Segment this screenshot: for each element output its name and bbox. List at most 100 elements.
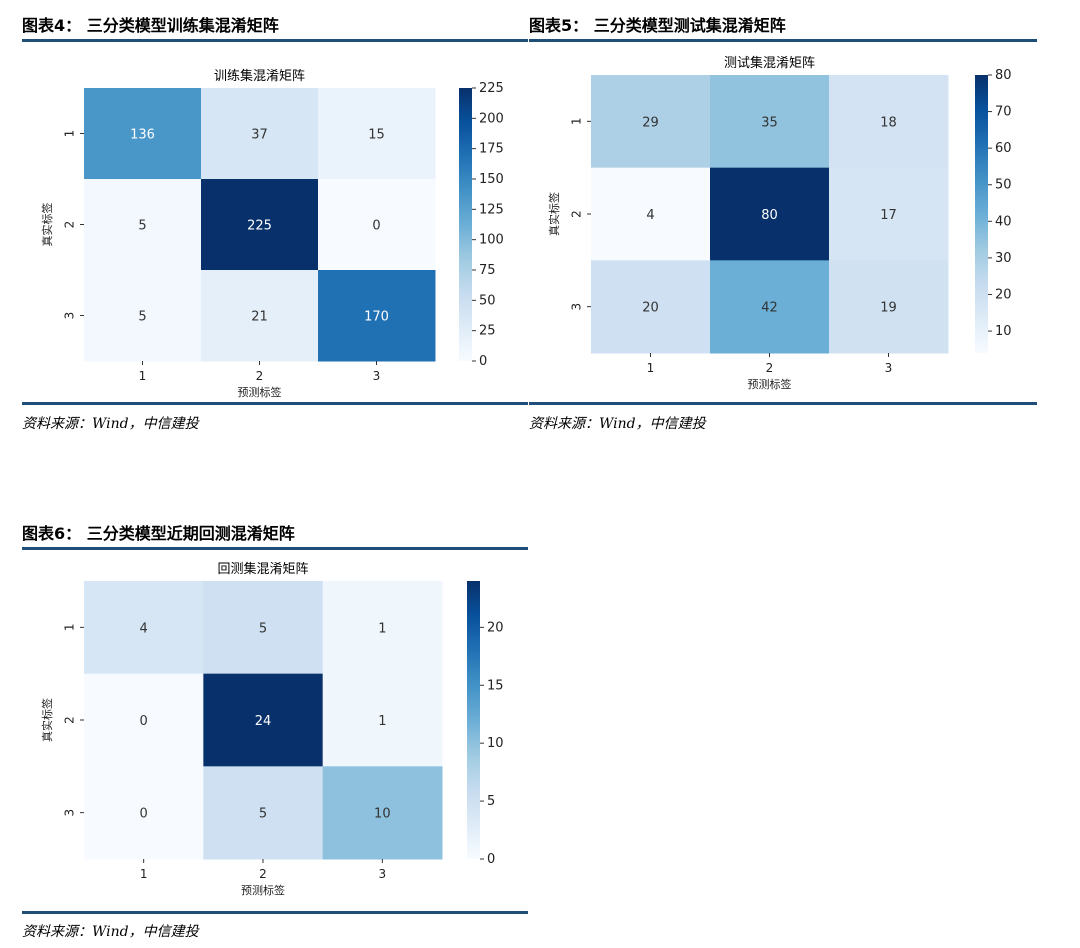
- heatmap-cell: [84, 766, 204, 860]
- heatmap-cell: [84, 581, 204, 675]
- x-tick-label: 1: [139, 369, 147, 383]
- heatmap-cell: [84, 673, 204, 767]
- cell-value-label: 225: [247, 219, 272, 234]
- x-tick-label: 3: [373, 369, 381, 383]
- heatmap-cell: [591, 260, 711, 354]
- figure-caption: 图表4： 三分类模型训练集混淆矩阵: [22, 16, 279, 35]
- y-tick-label: 1: [63, 624, 77, 632]
- chart-title: 训练集混淆矩阵: [214, 68, 305, 84]
- figure-caption: 图表6： 三分类模型近期回测混淆矩阵: [22, 524, 295, 543]
- colorbar: [467, 581, 480, 859]
- y-axis-label: 真实标签: [547, 192, 561, 236]
- colorbar-tick-label: 225: [479, 81, 504, 96]
- colorbar-tick-label: 40: [995, 214, 1012, 229]
- cell-value-label: 5: [138, 219, 146, 234]
- cell-value-label: 19: [880, 301, 897, 316]
- heatmap-cell: [710, 167, 830, 261]
- chart-title: 测试集混淆矩阵: [724, 55, 815, 71]
- heatmap-cell: [203, 766, 324, 860]
- colorbar: [975, 75, 988, 353]
- x-tick-label: 2: [259, 867, 267, 881]
- source-note: 资料来源：Wind，中信建投: [529, 416, 706, 432]
- figure-caption: 图表5： 三分类模型测试集混淆矩阵: [529, 16, 786, 35]
- cell-value-label: 21: [251, 310, 268, 325]
- heatmap-cell: [322, 673, 443, 767]
- x-tick-label: 2: [766, 361, 774, 375]
- source-rule: [22, 402, 528, 405]
- heatmap-cell: [203, 581, 324, 675]
- heatmap-cell: [318, 88, 436, 180]
- cell-value-label: 0: [140, 714, 148, 729]
- heatmap-cell: [710, 260, 830, 354]
- heatmap-cell: [84, 179, 202, 271]
- cell-value-label: 29: [642, 115, 659, 130]
- colorbar-tick-label: 80: [995, 68, 1012, 83]
- heatmap-cell: [201, 270, 319, 362]
- colorbar-tick-label: 0: [487, 852, 495, 867]
- x-tick-label: 2: [256, 369, 264, 383]
- colorbar-tick-label: 30: [995, 251, 1012, 266]
- cell-value-label: 15: [368, 128, 385, 143]
- cell-value-label: 5: [259, 807, 267, 822]
- heatmap-cell: [203, 673, 324, 767]
- heatmap-cell: [829, 260, 949, 354]
- cell-value-label: 0: [372, 219, 380, 234]
- cell-value-label: 37: [251, 128, 268, 143]
- heatmap-cell: [84, 270, 202, 362]
- colorbar-tick-label: 175: [479, 142, 504, 157]
- figure-5: 图表5： 三分类模型测试集混淆矩阵 测试集混淆矩阵 29 35 18 4 80 17 20 42…: [529, 12, 1037, 437]
- heatmap-cell: [322, 581, 443, 675]
- y-tick-label: 3: [63, 312, 77, 320]
- cell-value-label: 18: [880, 115, 897, 130]
- cell-value-label: 1: [378, 621, 386, 636]
- heatmap-cell: [829, 75, 949, 169]
- colorbar-tick-label: 150: [479, 172, 504, 187]
- cell-value-label: 80: [761, 208, 778, 223]
- chart-title: 回测集混淆矩阵: [217, 561, 308, 577]
- heatmap-cell: [829, 167, 949, 261]
- source-note: 资料来源：Wind，中信建投: [22, 924, 199, 940]
- source-rule: [529, 402, 1037, 405]
- caption-rule: [22, 547, 528, 550]
- heatmap-cell: [318, 270, 436, 362]
- colorbar-tick-label: 20: [487, 620, 504, 635]
- cell-value-label: 24: [255, 714, 272, 729]
- cell-value-label: 4: [646, 208, 654, 223]
- heatmap-cell: [318, 179, 436, 271]
- colorbar: [459, 88, 472, 361]
- colorbar-tick-label: 50: [995, 178, 1012, 193]
- y-axis-label: 真实标签: [40, 203, 54, 247]
- heatmap-cell: [201, 88, 319, 180]
- cell-value-label: 5: [259, 621, 267, 636]
- y-tick-label: 1: [63, 130, 77, 138]
- cell-value-label: 170: [364, 310, 389, 325]
- colorbar-tick-label: 15: [487, 678, 504, 693]
- y-tick-label: 2: [63, 716, 77, 724]
- colorbar-tick-label: 75: [479, 263, 496, 278]
- x-tick-label: 3: [379, 867, 387, 881]
- cell-value-label: 0: [140, 807, 148, 822]
- heatmap-cell: [591, 75, 711, 169]
- confusion-matrix-chart: 测试集混淆矩阵 29 35 18 4 80 17 20 42 19 1 2 3 预测标签 1 2 3 真实标签 10…: [547, 55, 1012, 391]
- y-tick-label: 3: [570, 303, 584, 311]
- colorbar-tick-label: 50: [479, 293, 496, 308]
- cell-value-label: 4: [140, 621, 148, 636]
- x-axis-label: 预测标签: [748, 377, 792, 391]
- y-tick-label: 2: [63, 221, 77, 229]
- colorbar-tick-label: 60: [995, 141, 1012, 156]
- x-axis-label: 预测标签: [238, 385, 282, 399]
- source-note: 资料来源：Wind，中信建投: [22, 416, 199, 432]
- x-tick-label: 1: [140, 867, 148, 881]
- colorbar-tick-label: 20: [995, 287, 1012, 302]
- cell-value-label: 5: [138, 310, 146, 325]
- colorbar-tick-label: 10: [995, 324, 1012, 339]
- cell-value-label: 10: [374, 807, 391, 822]
- cell-value-label: 35: [761, 115, 778, 130]
- figure-4: 图表4： 三分类模型训练集混淆矩阵 训练集混淆矩阵 136 37 15 5 225 0 5 21…: [22, 12, 528, 437]
- x-tick-label: 3: [885, 361, 893, 375]
- figure-6: 图表6： 三分类模型近期回测混淆矩阵 回测集混淆矩阵 4 5 1 0 24 1 0 5 10 1 2 3…: [22, 520, 528, 945]
- heatmap-cell: [322, 766, 443, 860]
- heatmap-cell: [84, 88, 202, 180]
- cell-value-label: 20: [642, 301, 659, 316]
